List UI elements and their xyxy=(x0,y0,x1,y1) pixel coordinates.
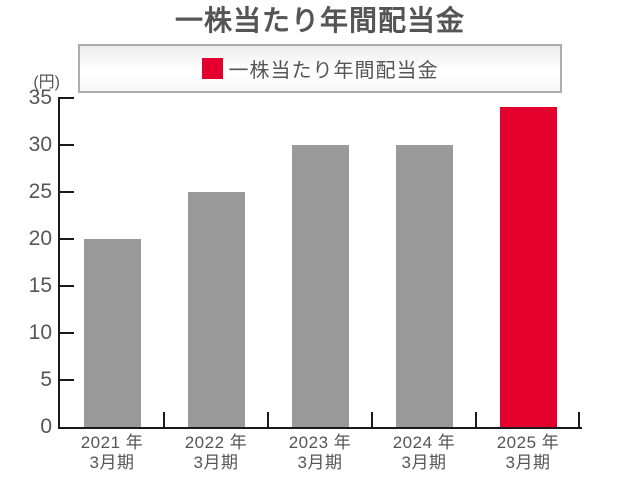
x-category-label: 2025 年 3月期 xyxy=(496,433,560,472)
x-tick-mark xyxy=(267,412,269,427)
x-tick-mark xyxy=(163,412,165,427)
y-tick-label: 5 xyxy=(40,368,52,391)
x-category-label: 2023 年 3月期 xyxy=(288,433,352,472)
y-tick-mark xyxy=(60,332,74,334)
y-tick-label: 0 xyxy=(40,415,52,438)
legend: 一株当たり年間配当金 xyxy=(78,44,562,93)
bar-2022 xyxy=(187,192,245,427)
y-tick-label: 35 xyxy=(28,86,52,109)
y-tick-mark xyxy=(60,144,74,146)
bar-2025 xyxy=(499,107,557,427)
y-tick-mark xyxy=(60,191,74,193)
legend-label: 一株当たり年間配当金 xyxy=(228,60,439,82)
x-tick-mark xyxy=(475,412,477,427)
x-axis-line xyxy=(58,427,582,429)
x-category-label: 2021 年 3月期 xyxy=(80,433,144,472)
y-tick-label: 20 xyxy=(28,227,52,250)
y-tick-label: 10 xyxy=(28,321,52,344)
x-tick-mark xyxy=(578,412,580,427)
y-tick-label: 30 xyxy=(28,133,52,156)
legend-swatch-icon xyxy=(201,58,223,79)
y-tick-label: 25 xyxy=(28,180,52,203)
chart-title: 一株当たり年間配当金 xyxy=(174,5,465,36)
y-axis-line xyxy=(58,97,60,429)
y-tick-mark xyxy=(60,97,74,99)
bar-2023 xyxy=(291,145,349,427)
y-tick-mark xyxy=(60,238,74,240)
bar-2024 xyxy=(395,145,453,427)
x-category-label: 2024 年 3月期 xyxy=(392,433,456,472)
bar-2021 xyxy=(83,239,141,427)
x-category-label: 2022 年 3月期 xyxy=(184,433,248,472)
y-tick-label: 15 xyxy=(28,274,52,297)
y-axis-unit-label: (円) xyxy=(33,74,60,91)
x-tick-mark xyxy=(371,412,373,427)
y-tick-mark xyxy=(60,379,74,381)
y-tick-mark xyxy=(60,285,74,287)
